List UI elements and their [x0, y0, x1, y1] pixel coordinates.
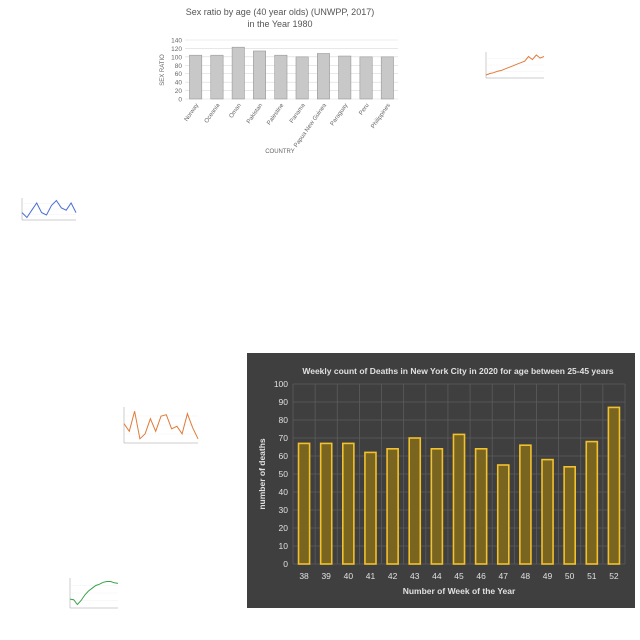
y-tick-label: 50 — [279, 469, 289, 479]
bar — [430, 448, 444, 565]
x-tick-label: Oceania — [204, 102, 222, 124]
y-tick-label: 70 — [279, 433, 289, 443]
y-tick-label: 60 — [175, 71, 183, 78]
x-tick-label: 49 — [543, 571, 553, 581]
bar — [408, 437, 422, 565]
series-line — [21, 199, 77, 219]
sex-ratio-chart-svg: Sex ratio by age (40 year olds) (UNWPP, … — [160, 7, 398, 155]
x-tick-label: 48 — [521, 571, 531, 581]
bar — [496, 464, 510, 565]
x-tick-label: 51 — [587, 571, 597, 581]
y-tick-label: 30 — [279, 505, 289, 515]
small-green-line-chart-svg — [69, 578, 119, 609]
y-tick-label: 20 — [175, 88, 183, 95]
y-tick-label: 140 — [171, 38, 182, 45]
y-tick-label: 40 — [279, 487, 289, 497]
series-line — [123, 411, 199, 440]
small-orange-line-chart-svg — [123, 407, 199, 444]
y-tick-label: 100 — [171, 54, 182, 61]
bar — [563, 466, 576, 565]
bar — [338, 55, 352, 100]
series-line — [485, 54, 545, 76]
x-tick-label: Philippines — [370, 103, 392, 130]
x-tick-label: Paraguay — [330, 103, 350, 127]
mini-blue-line-chart — [14, 190, 80, 230]
x-tick-label: 50 — [565, 571, 575, 581]
x-tick-label: 42 — [388, 571, 398, 581]
bar — [189, 54, 203, 100]
x-tick-label: Panama — [289, 102, 307, 124]
y-tick-label: 120 — [171, 46, 182, 53]
y-tick-label: 40 — [175, 80, 183, 87]
bar — [317, 53, 330, 100]
bar — [342, 442, 355, 565]
y-tick-label: 90 — [279, 397, 289, 407]
y-tick-label: 100 — [274, 379, 288, 389]
bar — [231, 46, 245, 100]
y-tick-label: 80 — [279, 415, 289, 425]
y-tick-label: 60 — [279, 451, 289, 461]
bar — [386, 448, 399, 565]
bar — [253, 50, 266, 100]
y-tick-label: 80 — [175, 63, 183, 70]
x-tick-label: 43 — [410, 571, 420, 581]
bar — [210, 54, 224, 100]
x-axis-label: COUNTRY — [265, 149, 295, 155]
y-axis-label: SEX RATIO — [160, 54, 166, 86]
x-tick-label: 47 — [499, 571, 509, 581]
x-tick-label: 44 — [432, 571, 442, 581]
bar — [359, 56, 373, 100]
x-tick-label: Peru — [358, 103, 370, 117]
x-tick-label: 40 — [344, 571, 354, 581]
x-tick-label: 39 — [321, 571, 331, 581]
x-tick-label: Norway — [184, 103, 201, 123]
x-tick-label: 52 — [609, 571, 619, 581]
nyc-deaths-chart: Weekly count of Deaths in New York City … — [247, 353, 635, 608]
x-tick-label: 45 — [454, 571, 464, 581]
x-tick-label: Palestine — [266, 102, 285, 126]
y-tick-label: 20 — [279, 523, 289, 533]
bar — [380, 56, 394, 100]
chart-title: Weekly count of Deaths in New York City … — [302, 366, 614, 376]
y-axis-label: number of deaths — [257, 438, 267, 510]
small-orange-line-chart — [112, 393, 204, 465]
x-tick-label: 46 — [476, 571, 486, 581]
x-tick-label: 38 — [299, 571, 309, 581]
mini-orange-line-chart — [478, 42, 548, 87]
bar — [541, 458, 554, 565]
y-tick-label: 0 — [178, 97, 182, 104]
bar — [585, 440, 599, 565]
y-tick-label: 0 — [283, 559, 288, 569]
bar — [607, 406, 621, 565]
bar — [295, 56, 309, 100]
x-tick-label: Pakistan — [246, 103, 264, 125]
bar — [274, 54, 288, 100]
x-axis-label: Number of Week of the Year — [403, 586, 516, 596]
nyc-deaths-chart-svg: Weekly count of Deaths in New York City … — [247, 353, 635, 608]
bar — [519, 444, 532, 565]
sex-ratio-chart: Sex ratio by age (40 year olds) (UNWPP, … — [150, 0, 410, 160]
bar — [474, 448, 488, 565]
chart-title: Sex ratio by age (40 year olds) (UNWPP, … — [186, 7, 374, 17]
series-line — [69, 581, 119, 606]
mini-orange-line-chart-svg — [485, 52, 545, 79]
bar — [297, 442, 311, 565]
bar — [452, 433, 466, 565]
x-tick-label: Oman — [229, 103, 243, 120]
y-tick-label: 10 — [279, 541, 289, 551]
bar — [364, 451, 377, 565]
mini-blue-line-chart-svg — [21, 198, 77, 221]
small-green-line-chart — [60, 570, 122, 618]
chart-subtitle: in the Year 1980 — [247, 19, 312, 29]
x-tick-label: 41 — [366, 571, 376, 581]
bar — [319, 442, 333, 565]
